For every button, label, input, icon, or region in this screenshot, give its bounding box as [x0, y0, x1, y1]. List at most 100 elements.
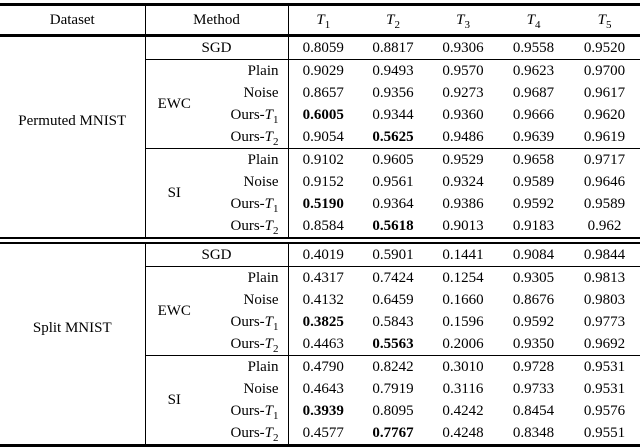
task-subscript: 2 [273, 431, 279, 444]
dataset-cell: Permuted MNIST [0, 35, 146, 241]
value-cell: 0.9152 [302, 173, 344, 190]
value-cell: 0.9531 [583, 380, 626, 397]
task-subscript: 2 [394, 18, 400, 31]
method-sgd: SGD [145, 35, 289, 60]
value-cell: 0.9013 [442, 217, 484, 234]
method-group: EWC [145, 59, 203, 149]
table-row: Noise 0.9152 0.9561 0.9324 0.9589 0.9646 [0, 171, 640, 193]
method-sgd: SGD [145, 237, 289, 267]
value-cell: 0.2006 [442, 335, 484, 352]
table-row: Ours-T1 0.6005 0.9344 0.9360 0.9666 0.96… [0, 104, 640, 126]
value-cell: 0.9360 [442, 106, 484, 123]
value-cell: 0.8657 [302, 84, 344, 101]
value-cell: 0.9324 [442, 173, 484, 190]
value-cell: 0.4463 [302, 335, 344, 352]
header-task-4: T4 [498, 4, 570, 37]
task-subscript: 1 [273, 202, 279, 215]
value-cell: 0.9029 [288, 59, 359, 82]
variant-label: Noise [243, 291, 279, 308]
table-row: EWC Plain 0.4317 0.7424 0.1254 0.9305 0.… [0, 266, 640, 356]
dataset-label: Split MNIST [32, 319, 112, 336]
value-cell: 0.4132 [302, 291, 344, 308]
value-cell: 0.9084 [498, 237, 570, 267]
value-cell: 0.9700 [569, 59, 640, 82]
method-variant: Ours-T2 [203, 422, 289, 446]
variant-label: Noise [243, 380, 279, 397]
value-cell: 0.3116 [442, 380, 484, 397]
value-cell-bold: 0.5625 [372, 128, 414, 145]
variant-label: Plain [247, 62, 279, 79]
value-cell: 0.1254 [428, 266, 499, 289]
value-cell: 0.5901 [358, 237, 429, 267]
task-subscript: 1 [273, 113, 279, 126]
method-variant: Plain [203, 59, 289, 82]
value-cell: 0.4317 [288, 266, 359, 289]
value-cell: 0.7919 [372, 380, 414, 397]
header-row: Dataset Method T1 T2 T3 T4 T5 [0, 4, 640, 37]
value-cell: 0.8059 [302, 39, 344, 56]
value-cell: 0.8817 [372, 39, 414, 56]
value-cell: 0.7424 [358, 266, 429, 289]
value-cell: 0.9493 [358, 59, 429, 82]
value-cell-bold: 0.6005 [302, 106, 344, 123]
value-cell: 0.9102 [288, 148, 359, 171]
value-cell: 0.4643 [302, 380, 344, 397]
value-cell: 0.9623 [498, 59, 570, 82]
value-cell-bold: 0.5618 [372, 217, 414, 234]
value-cell: 0.1441 [428, 237, 499, 267]
value-cell: 0.9531 [569, 355, 640, 378]
value-cell: 0.9273 [442, 84, 484, 101]
value-cell: 0.9589 [583, 195, 626, 212]
value-cell: 0.9617 [583, 84, 626, 101]
value-cell: 0.9646 [583, 173, 626, 190]
value-cell-bold: 0.3939 [302, 402, 344, 419]
variant-label: Ours- [230, 424, 265, 441]
value-cell: 0.9589 [512, 173, 555, 190]
value-cell: 0.9605 [358, 148, 429, 171]
table-row-sgd: Permuted MNIST SGD 0.8059 0.8817 0.9306 … [0, 35, 640, 241]
value-cell: 0.3010 [428, 355, 499, 378]
value-cell: 0.9576 [583, 402, 626, 419]
header-task-2: T2 [358, 4, 429, 37]
value-cell-bold: 0.7767 [372, 424, 414, 441]
value-cell: 0.4019 [288, 237, 359, 267]
value-cell: 0.4790 [288, 355, 359, 378]
value-cell: 0.9658 [498, 148, 570, 171]
value-cell: 0.8095 [372, 402, 414, 419]
value-cell: 0.9687 [512, 84, 555, 101]
dataset-cell: Split MNIST [0, 237, 146, 446]
method-variant: Noise [203, 289, 289, 311]
table-row: Noise 0.8657 0.9356 0.9273 0.9687 0.9617 [0, 82, 640, 104]
table-row: Noise 0.4643 0.7919 0.3116 0.9733 0.9531 [0, 378, 640, 400]
method-variant: Plain [203, 355, 289, 378]
method-variant: Ours-T2 [203, 333, 289, 356]
value-cell: 0.8676 [512, 291, 555, 308]
value-cell: 0.9728 [498, 355, 570, 378]
variant-label: Ours- [230, 402, 265, 419]
value-cell: 0.9306 [442, 39, 484, 56]
dataset-label: Permuted MNIST [18, 112, 127, 129]
value-cell: 0.9551 [583, 424, 626, 441]
method-group: SI [145, 148, 203, 241]
value-cell: 0.9364 [372, 195, 414, 212]
table-row: Ours-T2 0.8584 0.5618 0.9013 0.9183 0.96… [0, 215, 640, 241]
task-symbol: T [264, 402, 274, 419]
header-method: Method [145, 4, 289, 37]
task-subscript: 3 [464, 18, 470, 31]
task-subscript: 2 [273, 224, 279, 237]
header-task-1: T1 [288, 4, 359, 37]
task-subscript: 2 [273, 342, 279, 355]
table-row: SI Plain 0.4790 0.8242 0.3010 0.9728 0.9… [0, 355, 640, 446]
value-cell: 0.9717 [569, 148, 640, 171]
value-cell-bold: 0.5563 [372, 335, 414, 352]
method-variant: Noise [203, 378, 289, 400]
value-cell: 0.9305 [498, 266, 570, 289]
variant-label: Noise [243, 173, 279, 190]
method-variant: Ours-T2 [203, 215, 289, 241]
value-cell: 0.9386 [442, 195, 484, 212]
value-cell: 0.9520 [583, 39, 626, 56]
variant-label: Ours- [230, 217, 265, 234]
value-cell: 0.1596 [442, 313, 484, 330]
task-symbol: T [264, 313, 274, 330]
table-row: Ours-T2 0.4463 0.5563 0.2006 0.9350 0.96… [0, 333, 640, 356]
